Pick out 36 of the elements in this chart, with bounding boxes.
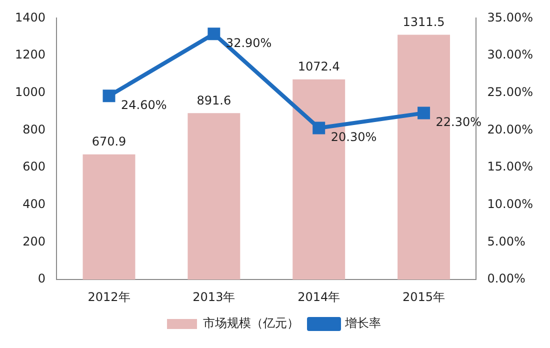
y2-tick-label: 10.00%	[487, 197, 534, 212]
point	[418, 106, 430, 120]
bar	[188, 113, 240, 280]
y-tick-label: 200	[22, 234, 46, 248]
x-tick-label: 2013年	[192, 290, 236, 304]
data-label: 670.9	[92, 134, 126, 148]
y2-tick-label: 25.00%	[487, 85, 534, 100]
legend-label: 增长率	[344, 316, 381, 330]
point	[102, 90, 116, 102]
y-tick-label: 1000	[14, 85, 46, 100]
x-tick-label: 2012年	[88, 290, 130, 304]
data-label: 1072.4	[298, 59, 340, 74]
y-tick-label: 400	[22, 197, 46, 212]
x-tick-label: 2015年	[402, 290, 446, 304]
y2-tick-label: 15.00%	[487, 160, 534, 174]
data-label: 24.60%	[121, 98, 167, 112]
y2-tick-label: 20.00%	[487, 122, 534, 136]
legend-label: 市场规模（亿元）	[203, 316, 299, 330]
data-label: 32.90%	[226, 36, 272, 50]
data-label: 891.6	[196, 93, 232, 108]
y2-tick-label: 30.00%	[487, 48, 534, 62]
bar	[82, 154, 136, 280]
y2-tick-label: 0.00%	[487, 272, 526, 286]
data-label: 22.30%	[436, 115, 482, 130]
point	[312, 122, 326, 134]
y-tick-label: 800	[22, 122, 46, 136]
x-tick-label: 2014年	[298, 290, 340, 304]
y-tick-label: 1400	[14, 10, 46, 24]
data-label: 20.30%	[330, 130, 377, 144]
y2-tick-label: 5.00%	[487, 234, 526, 248]
y-tick-label: 0	[38, 272, 46, 286]
point	[208, 28, 220, 40]
y2-tick-label: 35.00%	[487, 10, 534, 24]
y-tick-label: 600	[22, 160, 46, 174]
data-label: 1311.5	[402, 14, 445, 29]
y-tick-label: 1200	[14, 48, 46, 62]
